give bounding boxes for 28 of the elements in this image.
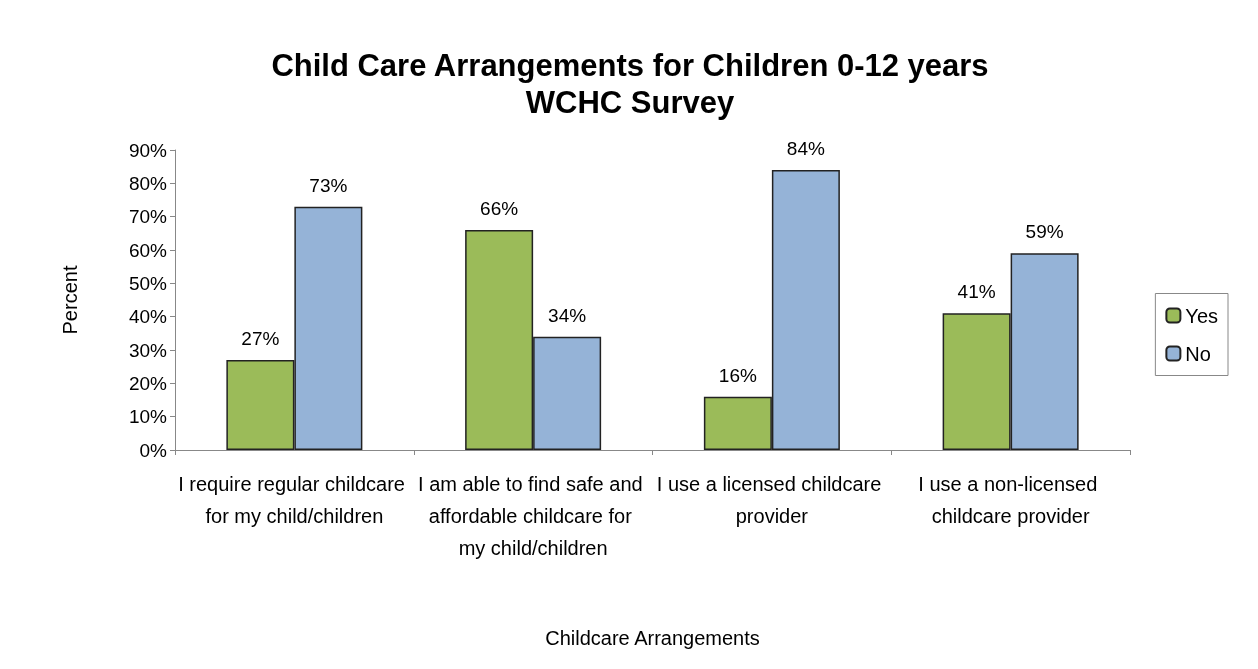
y-tick-label: 30% [128,339,168,361]
y-tick-label: 20% [128,372,168,394]
data-label: 41% [957,281,996,303]
data-label: 27% [241,328,280,349]
y-tick-label: 0% [139,439,168,461]
legend-label: Yes [1185,304,1219,327]
chart-subtitle: WCHC Survey [525,85,735,120]
y-tick-label: 90% [128,139,168,161]
x-tick-label: I require regular childcare for my child/children [178,473,411,527]
data-label: 66% [480,198,519,219]
legend-label: No [1185,342,1211,365]
x-tick-label: I am able to find safe and affordable childcare for my child/children [418,473,649,559]
data-label: 16% [718,364,757,386]
x-tick-label: I use a non-licensed childcare provider [918,473,1103,527]
data-label: 59% [1025,221,1064,243]
data-label: 34% [548,304,587,326]
chart-title: Child Care Arrangements for Children 0-12 years [271,48,989,83]
y-tick-label: 40% [128,306,168,328]
y-tick-label: 60% [128,239,168,261]
y-tick-label: 80% [128,172,168,194]
data-label: 73% [309,174,348,196]
y-axis-title: Percent [59,265,81,335]
y-tick-label: 10% [128,406,168,428]
y-tick-label: 70% [128,206,168,228]
y-tick-label: 50% [128,272,168,294]
data-label: 84% [786,138,825,159]
x-axis-title: Childcare Arrangements [545,627,760,649]
x-tick-label: I use a licensed childcare provider [656,473,887,527]
